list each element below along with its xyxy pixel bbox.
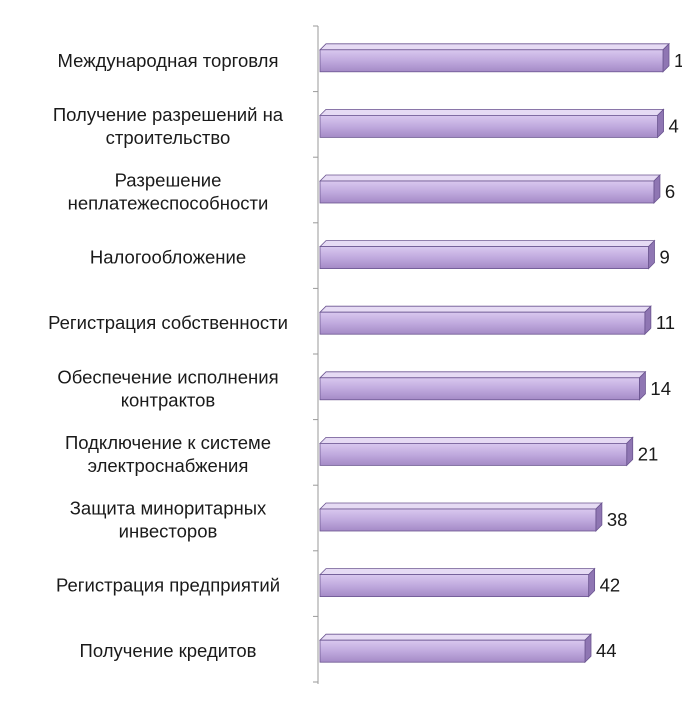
bar	[319, 115, 658, 138]
category-label: Разрешение неплатежеспособности	[68, 170, 269, 214]
category-label-line: Защита миноритарных	[70, 498, 267, 519]
bar-top-face	[319, 174, 661, 182]
bar	[319, 574, 590, 597]
bar-top-face	[319, 436, 634, 444]
bar-top-face	[319, 240, 656, 248]
category-label: Получение разрешений на строительство	[53, 104, 284, 148]
category-label: Налогообложение	[90, 247, 246, 268]
bar	[319, 49, 664, 73]
value-label: 14	[650, 378, 671, 399]
bar-top-face	[319, 633, 592, 641]
category-label: Подключение к системе электроснабжения	[65, 432, 271, 476]
category-label-line: электроснабжения	[88, 455, 249, 476]
value-label: 42	[600, 575, 621, 596]
category-label: Обеспечение исполнения контрактов	[57, 366, 278, 410]
category-label: Регистрация предприятий	[56, 575, 280, 596]
bar-top-face	[319, 43, 670, 51]
category-label-line: Разрешение	[115, 170, 222, 191]
category-label-line: Налогообложение	[90, 247, 246, 268]
bar-top-face	[319, 109, 665, 116]
category-label-line: Подключение к системе	[65, 432, 271, 453]
value-label: 6	[665, 181, 675, 202]
bar	[319, 246, 649, 270]
category-label-line: Регистрация собственности	[48, 312, 288, 333]
value-label: 11	[656, 312, 675, 333]
value-label: 44	[596, 640, 617, 661]
value-label: 9	[659, 247, 669, 268]
category-label-line: инвесторов	[119, 521, 218, 542]
bar	[319, 377, 640, 401]
bar-top-face	[319, 371, 647, 379]
bar	[319, 508, 597, 532]
category-label-line: Регистрация предприятий	[56, 575, 280, 596]
category-label-line: Международная торговля	[58, 50, 279, 71]
category-label: Получение кредитов	[80, 640, 257, 661]
category-label-line: Получение кредитов	[80, 640, 257, 661]
bar-top-face	[319, 305, 652, 313]
bar	[319, 180, 655, 204]
bar-top-face	[319, 502, 603, 510]
category-label-line: Получение разрешений на	[53, 104, 284, 125]
bar	[319, 639, 586, 663]
category-label: Регистрация собственности	[48, 312, 288, 333]
value-label: 38	[607, 509, 628, 530]
category-label: Защита миноритарных инвесторов	[70, 498, 267, 542]
value-label: 21	[638, 443, 659, 464]
value-label: 1	[674, 50, 682, 71]
category-label-line: неплатежеспособности	[68, 193, 269, 214]
bar	[319, 442, 628, 466]
category-label-line: строительство	[106, 127, 231, 148]
bar-top-face	[319, 568, 596, 575]
category-label-line: контрактов	[121, 389, 216, 410]
bar	[319, 311, 646, 335]
value-label: 4	[669, 115, 679, 136]
category-label: Международная торговля	[58, 50, 279, 71]
category-label-line: Обеспечение исполнения	[57, 366, 278, 387]
